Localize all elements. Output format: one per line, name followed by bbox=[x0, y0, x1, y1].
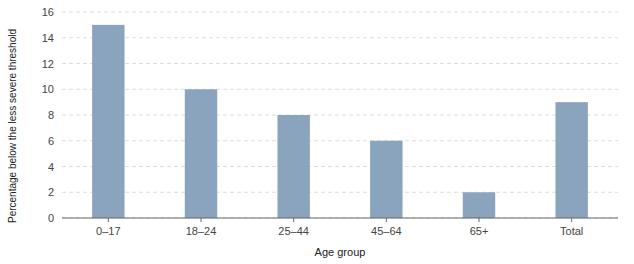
chart: 0 2 4 6 8 10 12 14 16 0–17 18–24 25–44 45–64 65+ Total… bbox=[0, 0, 634, 264]
grid-line bbox=[62, 140, 618, 141]
bar bbox=[92, 25, 124, 218]
x-tick-label: 25–44 bbox=[278, 225, 309, 237]
y-tick-label: 8 bbox=[48, 109, 54, 121]
x-tick bbox=[386, 218, 387, 222]
grid-line bbox=[62, 192, 618, 193]
x-tick bbox=[571, 218, 572, 222]
bar bbox=[185, 89, 217, 218]
grid bbox=[62, 12, 618, 218]
grid-line bbox=[62, 12, 618, 13]
x-tick bbox=[479, 218, 480, 222]
grid-line bbox=[62, 37, 618, 38]
x-axis-label: Age group bbox=[315, 246, 366, 258]
bar bbox=[277, 115, 309, 218]
grid-line bbox=[62, 63, 618, 64]
x-tick-label: 65+ bbox=[470, 225, 489, 237]
bar bbox=[555, 102, 587, 218]
background bbox=[0, 0, 634, 264]
grid-line bbox=[62, 89, 618, 90]
y-tick-label: 2 bbox=[48, 186, 54, 198]
y-tick-label: 6 bbox=[48, 135, 54, 147]
grid-line bbox=[62, 166, 618, 167]
y-tick-label: 12 bbox=[42, 58, 54, 70]
grid-line bbox=[62, 115, 618, 116]
x-tick bbox=[201, 218, 202, 222]
x-tick-label: 0–17 bbox=[96, 225, 120, 237]
bars bbox=[92, 25, 588, 218]
y-tick-label: 4 bbox=[48, 161, 54, 173]
x-tick bbox=[108, 218, 109, 222]
x-axis-line bbox=[62, 218, 618, 219]
bar bbox=[370, 141, 402, 218]
y-tick-label: 16 bbox=[42, 6, 54, 18]
x-tick-label: 18–24 bbox=[186, 225, 217, 237]
x-tick-label: Total bbox=[560, 225, 583, 237]
grid-line bbox=[62, 218, 618, 219]
x-tick bbox=[293, 218, 294, 222]
x-tick-label: 45–64 bbox=[371, 225, 402, 237]
y-axis-label: Percentage below the less severe thresho… bbox=[7, 29, 18, 223]
y-tick-label: 0 bbox=[48, 212, 54, 224]
bar bbox=[463, 192, 495, 218]
y-axis: 0 2 4 6 8 10 12 14 16 bbox=[42, 6, 54, 224]
y-tick-label: 14 bbox=[42, 32, 54, 44]
y-tick-label: 10 bbox=[42, 83, 54, 95]
chart-container: 0 2 4 6 8 10 12 14 16 0–17 18–24 25–44 45–64 65+ Total… bbox=[0, 0, 634, 264]
x-axis: 0–17 18–24 25–44 45–64 65+ Total bbox=[62, 218, 618, 237]
